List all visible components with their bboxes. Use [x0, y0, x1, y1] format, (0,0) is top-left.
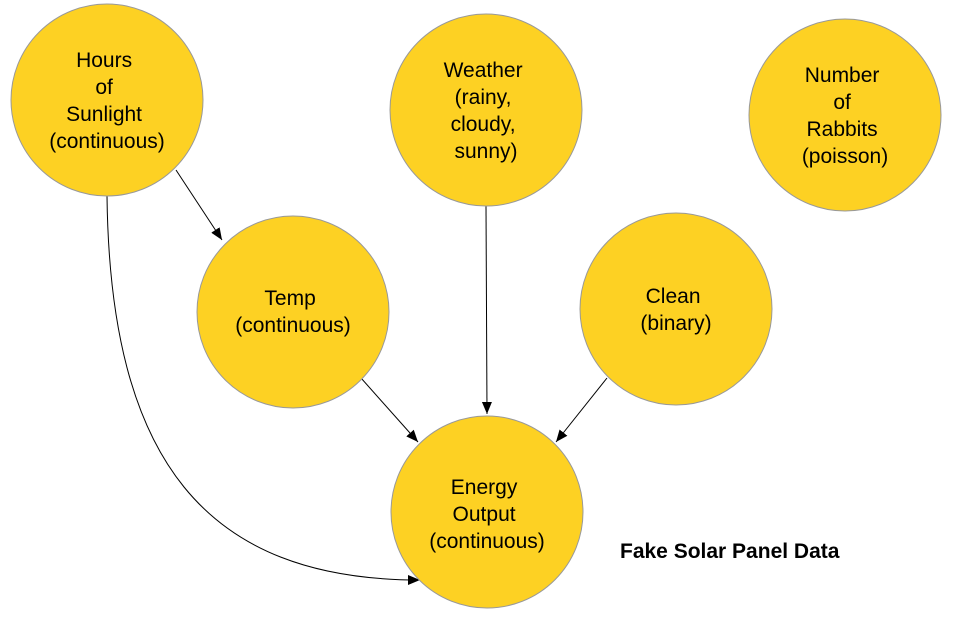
node-label-line: Sunlight — [66, 103, 142, 126]
edge-clean-to-energy — [555, 377, 608, 443]
node-label-line: of — [833, 91, 851, 114]
edge-sunlight-to-energy — [106, 195, 421, 585]
node-hours-of-sunlight-label: Hours of Sunlight (continuous) — [49, 49, 165, 153]
nodes: Hours of Sunlight (continuous) Weather (… — [10, 3, 942, 609]
node-label-line: (binary) — [640, 312, 711, 335]
node-weather-label: Weather (rainy, cloudy, sunny) — [444, 59, 529, 163]
node-label-line: (continuous) — [429, 530, 545, 553]
node-label-line: Rabbits — [806, 118, 877, 141]
node-label-line: Temp — [264, 287, 315, 310]
node-clean-label: Clean (binary) — [640, 285, 711, 335]
edge-weather-to-energy — [481, 205, 492, 415]
node-label-line: Output — [453, 503, 516, 526]
node-label-line: of — [95, 76, 113, 99]
edge-sunlight-to-temp — [175, 169, 223, 241]
node-label-line: (poisson) — [802, 145, 888, 168]
node-label-line: Number — [805, 64, 880, 87]
node-clean: Clean (binary) — [579, 212, 773, 406]
node-hours-of-sunlight-circle — [10, 3, 204, 197]
node-clean-circle — [579, 212, 773, 406]
node-temp-circle — [196, 215, 390, 409]
node-temp-label: Temp (continuous) — [235, 287, 351, 337]
edges — [106, 169, 608, 585]
node-temp: Temp (continuous) — [196, 215, 390, 409]
node-number-of-rabbits-circle — [748, 18, 942, 212]
node-hours-of-sunlight: Hours of Sunlight (continuous) — [10, 3, 204, 197]
node-label-line: Clean — [646, 285, 701, 308]
node-number-of-rabbits-label: Number of Rabbits (poisson) — [802, 64, 888, 168]
node-label-line: (continuous) — [49, 130, 165, 153]
node-label-line: Weather — [444, 59, 523, 82]
node-energy-output-label: Energy Output (continuous) — [429, 476, 545, 553]
node-energy-output: Energy Output (continuous) — [390, 415, 584, 609]
node-number-of-rabbits: Number of Rabbits (poisson) — [748, 18, 942, 212]
node-label-line: cloudy, — [451, 113, 516, 136]
node-weather: Weather (rainy, cloudy, sunny) — [389, 13, 583, 207]
node-label-line: (rainy, — [455, 86, 512, 109]
diagram-title: Fake Solar Panel Data — [620, 540, 840, 563]
node-label-line: sunny) — [454, 140, 517, 163]
node-weather-circle — [389, 13, 583, 207]
node-label-line: Energy — [451, 476, 518, 499]
node-energy-output-circle — [390, 415, 584, 609]
edge-temp-to-energy — [360, 377, 419, 443]
node-label-line: Hours — [76, 49, 132, 72]
node-label-line: (continuous) — [235, 314, 351, 337]
